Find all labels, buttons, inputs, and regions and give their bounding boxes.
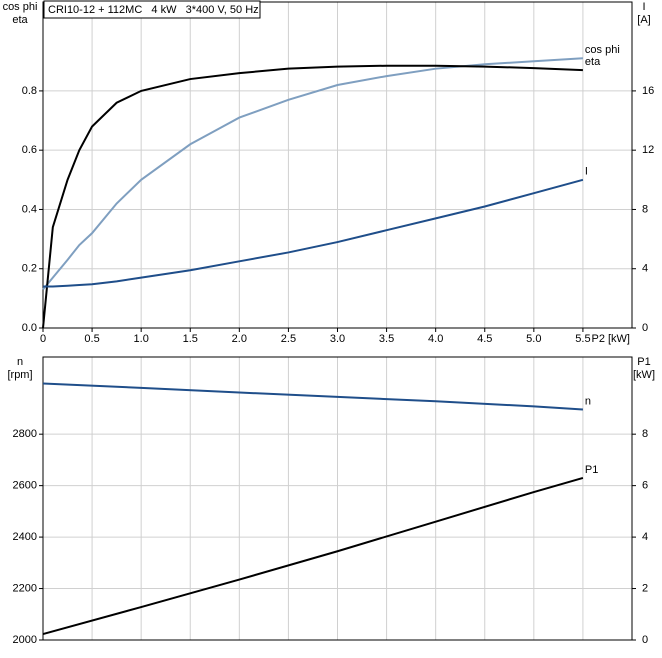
y2-axis-label: [A] bbox=[637, 14, 650, 26]
y2-axis-label: I bbox=[642, 1, 645, 13]
y2-tick-label: 12 bbox=[642, 144, 654, 156]
x-tick-label: 4.0 bbox=[428, 333, 443, 345]
x-tick-label: 2.0 bbox=[232, 333, 247, 345]
series-line bbox=[42, 64, 583, 329]
series-line bbox=[42, 57, 583, 291]
y-tick-label: 0.6 bbox=[22, 144, 37, 156]
series-label: n bbox=[585, 395, 591, 407]
x-tick-label: 2.5 bbox=[281, 333, 296, 345]
x-tick-label: 0 bbox=[40, 333, 46, 345]
y-tick-label: 2400 bbox=[13, 531, 37, 543]
y-tick-label: 2800 bbox=[13, 428, 37, 440]
series-line bbox=[42, 382, 583, 411]
x-tick-label: 4.5 bbox=[477, 333, 492, 345]
y-tick-label: 0.4 bbox=[22, 203, 37, 215]
y-tick-label: 2600 bbox=[13, 480, 37, 492]
x-tick-label: 3.0 bbox=[330, 333, 345, 345]
series-line bbox=[42, 476, 584, 636]
y2-axis-label: P1 bbox=[637, 356, 650, 368]
y-tick-label: 0.0 bbox=[22, 322, 37, 334]
x-tick-label: 1.5 bbox=[183, 333, 198, 345]
y-tick-label: 0.8 bbox=[22, 85, 37, 97]
series-line bbox=[43, 178, 584, 288]
y-tick-label: 2000 bbox=[13, 634, 37, 646]
series-label: I bbox=[585, 166, 588, 178]
y-axis-label: [rpm] bbox=[7, 369, 32, 381]
x-tick-label: 1.0 bbox=[134, 333, 149, 345]
title-box bbox=[43, 0, 261, 19]
y2-tick-label: 8 bbox=[642, 428, 648, 440]
y2-tick-label: 6 bbox=[642, 480, 648, 492]
y2-tick-label: 8 bbox=[642, 203, 648, 215]
plot-frame bbox=[42, 356, 633, 641]
series-label: cos phi bbox=[585, 44, 620, 56]
x-tick-label: 5.0 bbox=[526, 333, 541, 345]
y-tick-label: 2200 bbox=[13, 582, 37, 594]
plot-frame bbox=[42, 1, 633, 329]
x-axis-label: P2 [kW] bbox=[591, 333, 630, 345]
y2-tick-label: 4 bbox=[642, 531, 648, 543]
series-label: P1 bbox=[585, 464, 598, 476]
y2-tick-label: 0 bbox=[642, 322, 648, 334]
y2-tick-label: 0 bbox=[642, 634, 648, 646]
y2-axis-label: [kW] bbox=[633, 369, 655, 381]
y-axis-label: cos phi bbox=[3, 1, 38, 13]
y2-tick-label: 16 bbox=[642, 85, 654, 97]
x-tick-label: 0.5 bbox=[84, 333, 99, 345]
y2-tick-label: 4 bbox=[642, 263, 648, 275]
x-tick-label: 5.5 bbox=[575, 333, 590, 345]
x-tick-label: 3.5 bbox=[379, 333, 394, 345]
y2-tick-label: 2 bbox=[642, 582, 648, 594]
chart-title: CRI10-12 + 112MC 4 kW 3*400 V, 50 Hz bbox=[48, 4, 259, 16]
y-axis-label: eta bbox=[12, 14, 28, 26]
series-label: eta bbox=[585, 56, 601, 68]
y-tick-label: 0.2 bbox=[22, 263, 37, 275]
y-axis-label: n bbox=[17, 356, 23, 368]
